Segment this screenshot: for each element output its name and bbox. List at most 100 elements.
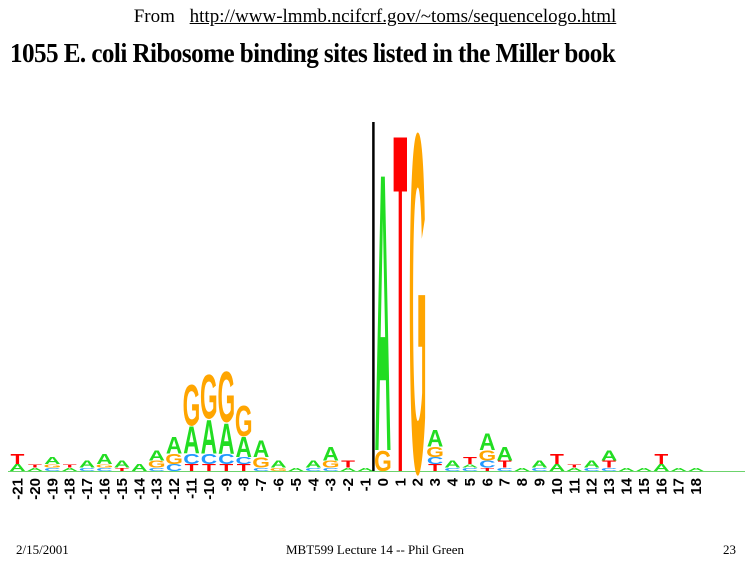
logo-letter-G: G	[270, 467, 288, 472]
logo-letter-G: G	[409, 32, 427, 535]
logo-letter-G: G	[165, 452, 183, 468]
logo-letter-G: G	[374, 444, 392, 477]
logo-letter-T: T	[567, 463, 581, 468]
logo-letter-G: G	[96, 463, 114, 468]
logo-tick-label: -2	[340, 478, 357, 491]
logo-stack-pos--20: AT	[27, 463, 44, 472]
logo-letter-T: T	[185, 462, 199, 473]
logo-letter-A: A	[9, 462, 26, 473]
logo-letter-C: C	[583, 467, 600, 472]
logo-letter-A: A	[148, 448, 165, 464]
logo-tick-label: 9	[532, 478, 549, 486]
logo-stack-pos-10: AT	[549, 452, 566, 473]
logo-stack-pos-17: A	[670, 467, 687, 472]
logo-letter-A: A	[653, 462, 670, 473]
logo-stack-pos-2: G	[409, 32, 427, 535]
logo-letter-A: A	[479, 428, 495, 455]
logo-tick-label: 7	[497, 478, 514, 486]
logo-letter-A: A	[357, 467, 374, 472]
logo-stack-pos--1: A	[357, 467, 374, 472]
logo-letter-G: G	[426, 445, 444, 461]
logo-letter-T: T	[11, 452, 25, 468]
logo-letter-A: A	[583, 459, 600, 470]
logo-tick-label: -14	[131, 477, 148, 499]
logo-letter-C: C	[201, 452, 218, 468]
source-url-link[interactable]: http://www-lmmb.ncifcrf.gov/~toms/sequen…	[189, 6, 617, 27]
logo-letter-T: T	[463, 455, 477, 466]
logo-tick-label: 6	[479, 478, 496, 486]
logo-letter-A: A	[496, 444, 512, 465]
logo-stack-pos--14: A	[131, 462, 148, 473]
logo-stack-pos--3: CGA	[322, 444, 340, 472]
logo-letter-C: C	[218, 452, 235, 468]
logo-letter-C: C	[96, 467, 113, 472]
logo-stack-pos-8: A	[514, 467, 531, 472]
logo-letter-T: T	[63, 463, 77, 468]
logo-stack-pos-18: A	[688, 467, 705, 472]
logo-letter-T: T	[115, 467, 129, 472]
logo-stack-pos--7: CGA	[252, 435, 270, 472]
logo-letter-T: T	[393, 32, 407, 535]
logo-letter-A: A	[375, 90, 391, 535]
logo-letter-A: A	[514, 467, 531, 472]
logo-stack-pos--6: GA	[270, 459, 288, 473]
logo-letter-G: G	[43, 463, 61, 468]
logo-tick-label: 4	[445, 477, 462, 486]
logo-letter-C: C	[79, 467, 96, 472]
logo-letter-A: A	[636, 467, 653, 472]
logo-tick-label: -4	[305, 477, 322, 491]
logo-tick-label: 18	[688, 478, 705, 495]
logo-letter-A: A	[270, 459, 287, 470]
logo-letter-A: A	[79, 459, 96, 470]
logo-tick-label: -20	[27, 478, 44, 500]
logo-stack-pos-14: A	[618, 467, 635, 472]
logo-letter-G: G	[478, 448, 496, 464]
logo-stack-pos-7: CTA	[496, 444, 513, 472]
logo-letter-A: A	[27, 467, 44, 472]
logo-letter-T: T	[202, 462, 216, 473]
logo-stack-pos--16: CGA	[96, 452, 114, 472]
logo-letter-A: A	[201, 411, 217, 465]
logo-letter-C: C	[183, 452, 200, 468]
logo-stack-pos--2: AT	[340, 459, 357, 473]
logo-letter-C: C	[305, 467, 322, 472]
logo-stack-pos--19: CGA	[43, 455, 61, 472]
logo-letter-C: C	[427, 455, 444, 466]
logo-letter-A: A	[218, 416, 234, 464]
logo-letter-A: A	[235, 430, 252, 463]
logo-letter-A: A	[253, 435, 269, 462]
logo-tick-label: 10	[549, 478, 566, 495]
logo-tick-label: 13	[601, 478, 618, 495]
logo-tick-label: 12	[584, 478, 601, 495]
logo-letter-G: G	[252, 455, 270, 471]
logo-letter-A: A	[61, 467, 78, 472]
logo-letter-T: T	[428, 462, 442, 473]
footer-date: 2/15/2001	[16, 542, 69, 557]
logo-tick-label: 17	[671, 478, 688, 495]
logo-stack-pos-11: AT	[566, 463, 583, 472]
logo-tick-label: 1	[392, 478, 409, 486]
logo-tick-label: -1	[358, 478, 375, 491]
logo-letter-A: A	[131, 462, 148, 473]
logo-stack-pos--5: A	[288, 467, 305, 472]
logo-stack-pos-0: GA	[374, 90, 392, 535]
logo-letter-C: C	[479, 459, 496, 470]
logo-tick-label: -19	[44, 478, 61, 500]
sequence-logo: AT-21AT-20CGA-19AT-18CA-17CGA-16TA-15A-1…	[8, 32, 745, 535]
logo-letter-G: G	[200, 363, 218, 434]
logo-stack-pos--13: CGA	[148, 448, 166, 472]
logo-tick-label: -15	[114, 478, 131, 500]
logo-letter-A: A	[288, 467, 305, 472]
logo-tick-label: -7	[253, 478, 270, 491]
logo-letter-C: C	[531, 467, 548, 472]
logo-letter-A: A	[618, 467, 635, 472]
logo-letter-T: T	[219, 462, 233, 473]
logo-stack-pos-5: CAT	[462, 455, 479, 472]
logo-stack-pos-15: A	[636, 467, 653, 472]
logo-letter-T: T	[341, 459, 355, 470]
